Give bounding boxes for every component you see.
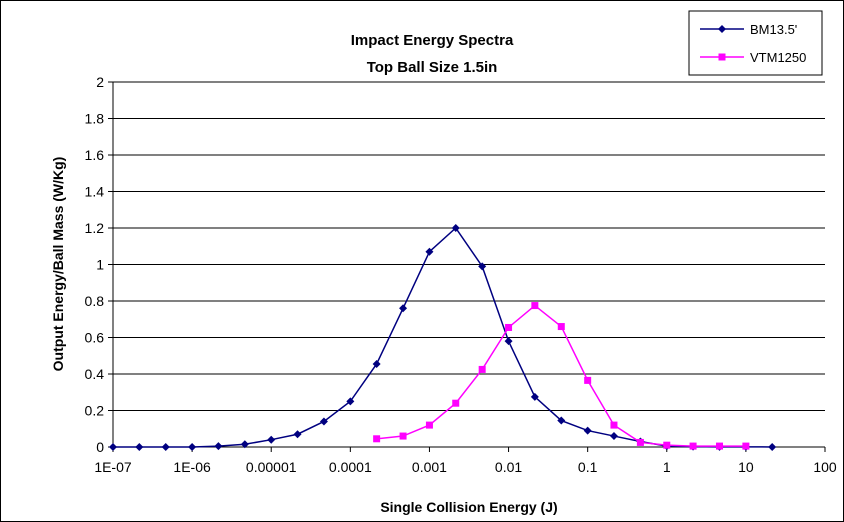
x-tick-label: 0.01 xyxy=(495,459,522,475)
data-point xyxy=(109,443,117,451)
legend-label: VTM1250 xyxy=(750,50,806,65)
data-point xyxy=(452,399,460,407)
x-tick-label: 0.0001 xyxy=(329,459,372,475)
y-axis-title: Output Energy/Ball Mass (W/Kg) xyxy=(50,157,66,372)
data-point xyxy=(425,421,433,429)
gridlines xyxy=(113,81,825,411)
x-tick-label: 0.001 xyxy=(412,459,447,475)
y-axis-ticks: 0 0.2 0.4 0.6 0.8 1 1.2 1.4 1.6 1.8 2 xyxy=(85,74,113,455)
x-axis-title: Single Collision Energy (J) xyxy=(380,499,557,515)
x-tick-label: 1E-07 xyxy=(94,459,132,475)
data-point xyxy=(425,247,434,256)
y-tick-label: 0.6 xyxy=(85,330,105,346)
data-point xyxy=(742,442,750,450)
x-axis-ticks: 1E-07 1E-06 0.00001 0.0001 0.001 0.01 0.1 1 10 10… xyxy=(94,447,837,475)
data-point xyxy=(583,426,592,435)
data-point xyxy=(267,435,276,444)
legend-label: BM13.5' xyxy=(750,22,797,37)
data-point xyxy=(636,438,644,446)
legend-entry: VTM1250 xyxy=(700,50,806,65)
data-point xyxy=(373,435,381,443)
data-point xyxy=(346,397,355,406)
data-point xyxy=(161,443,170,451)
y-tick-label: 0.2 xyxy=(85,403,105,419)
y-tick-label: 1.6 xyxy=(85,147,105,163)
data-point xyxy=(399,432,407,440)
data-point xyxy=(372,359,381,368)
data-point xyxy=(188,443,197,451)
data-point xyxy=(530,392,539,401)
legend: BM13.5' VTM1250 xyxy=(688,10,823,76)
y-tick-label: 1.4 xyxy=(85,184,105,200)
data-point xyxy=(609,432,618,441)
data-point xyxy=(135,443,144,451)
x-tick-label: 100 xyxy=(813,459,837,475)
y-tick-label: 0 xyxy=(96,439,104,455)
data-point xyxy=(663,441,671,449)
x-tick-label: 1 xyxy=(663,459,671,475)
data-point xyxy=(768,443,777,451)
x-tick-label: 10 xyxy=(738,459,754,475)
data-point xyxy=(240,440,249,449)
data-point xyxy=(293,430,302,439)
y-tick-label: 0.4 xyxy=(85,366,105,382)
data-point xyxy=(584,376,592,384)
data-point xyxy=(689,442,697,450)
data-point xyxy=(214,442,223,451)
legend-entry: BM13.5' xyxy=(700,22,797,37)
y-tick-label: 1.2 xyxy=(85,220,105,236)
data-point xyxy=(505,323,513,331)
data-point xyxy=(718,25,726,33)
y-tick-label: 1 xyxy=(96,257,104,273)
legend-box xyxy=(688,10,823,76)
data-point xyxy=(557,323,565,331)
data-point xyxy=(319,417,328,426)
y-tick-label: 1.8 xyxy=(85,111,105,127)
series-layer xyxy=(109,224,777,451)
data-point xyxy=(478,365,486,373)
data-point xyxy=(718,53,726,61)
data-point xyxy=(557,416,566,425)
x-tick-label: 0.00001 xyxy=(246,459,297,475)
x-tick-label: 1E-06 xyxy=(173,459,211,475)
data-point xyxy=(610,421,618,429)
x-tick-label: 0.1 xyxy=(578,459,598,475)
data-point xyxy=(399,304,408,313)
y-tick-label: 0.8 xyxy=(85,293,105,309)
series-2 xyxy=(373,302,750,450)
data-point xyxy=(451,224,460,232)
y-tick-label: 2 xyxy=(96,74,104,90)
data-point xyxy=(716,442,724,450)
data-point xyxy=(504,337,513,346)
chart-title: Impact Energy Spectra xyxy=(351,32,514,49)
chart-subtitle: Top Ball Size 1.5in xyxy=(367,59,498,76)
data-point xyxy=(478,262,487,271)
data-point xyxy=(531,302,539,310)
